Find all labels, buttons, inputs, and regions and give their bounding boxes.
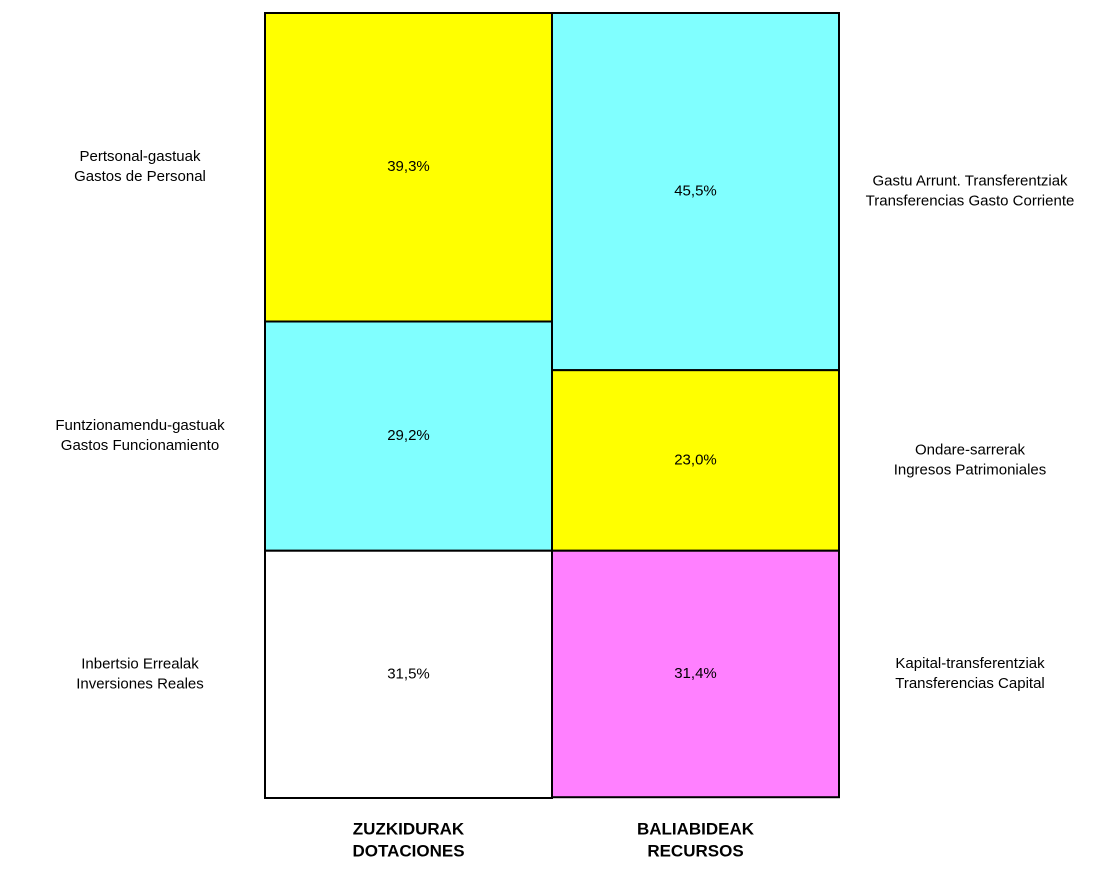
segment <box>264 320 553 552</box>
segment-name: Gastos de Personal <box>74 168 206 185</box>
value-label: 31,5% <box>387 665 430 682</box>
value-label: 39,3% <box>387 158 430 175</box>
segment-name: Ingresos Patrimoniales <box>894 461 1047 478</box>
value-label: 31,4% <box>674 665 717 682</box>
segment <box>551 12 840 372</box>
segment-name: Pertsonal-gastuak <box>80 148 201 165</box>
category-label: BALIABIDEAK <box>637 819 755 838</box>
value-label: 23,0% <box>674 451 717 468</box>
category-label: RECURSOS <box>647 841 743 860</box>
segment <box>551 369 840 552</box>
segment <box>264 12 553 323</box>
segment-name: Transferencias Capital <box>895 675 1045 692</box>
segment-name: Funtzionamendu-gastuak <box>55 417 225 434</box>
segment-name: Kapital-transferentziak <box>895 655 1045 672</box>
segment-name: Inbertsio Errealak <box>81 655 199 672</box>
segment-name: Ondare-sarrerak <box>915 441 1026 458</box>
category-label: ZUZKIDURAK <box>353 819 465 838</box>
category-label: DOTACIONES <box>352 841 464 860</box>
segment <box>551 549 840 799</box>
segment-name: Gastos Funcionamiento <box>61 437 219 454</box>
segment-name: Transferencias Gasto Corriente <box>866 193 1075 210</box>
value-label: 45,5% <box>674 183 717 200</box>
segment <box>264 549 553 799</box>
segment-name: Gastu Arrunt. Transferentziak <box>872 173 1068 190</box>
value-label: 29,2% <box>387 427 430 444</box>
segment-name: Inversiones Reales <box>76 675 204 692</box>
